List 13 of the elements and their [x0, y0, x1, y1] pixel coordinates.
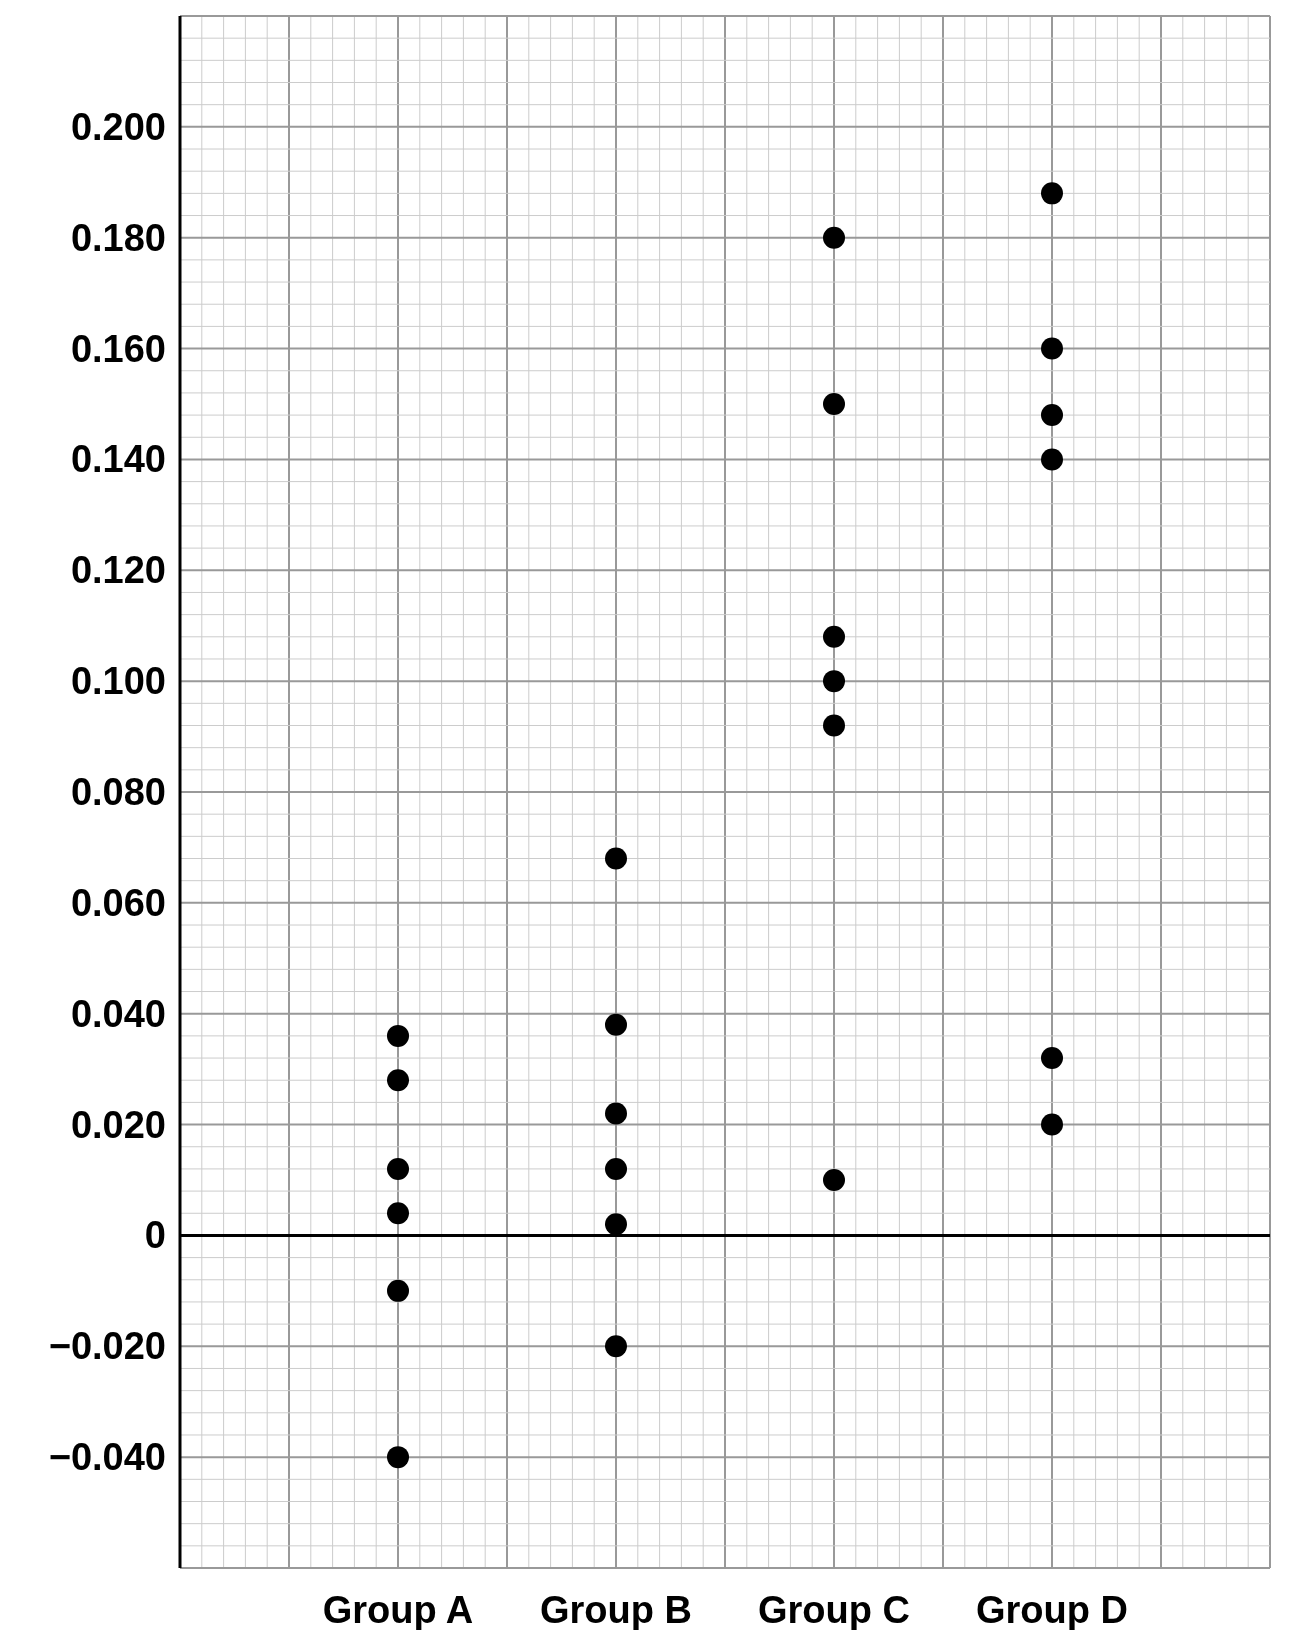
y-tick-label: 0.080: [70, 771, 166, 813]
y-tick-label: 0.100: [70, 660, 166, 703]
y-tick-label: 0.060: [70, 881, 166, 924]
y-tick-label: 0.160: [70, 327, 166, 370]
y-tick-label: 0.120: [70, 549, 166, 592]
y-tick-label: 0.200: [70, 105, 166, 148]
y-tick-label: −0.040: [48, 1436, 166, 1479]
y-tick-label: −0.020: [48, 1325, 166, 1368]
y-tick-label: 0: [144, 1214, 166, 1257]
y-tick-label: 0.040: [70, 992, 166, 1035]
y-tick-label: 0.180: [70, 216, 166, 259]
y-tick-label: 0.020: [70, 1103, 166, 1146]
y-tick-label: 0.140: [70, 438, 166, 481]
